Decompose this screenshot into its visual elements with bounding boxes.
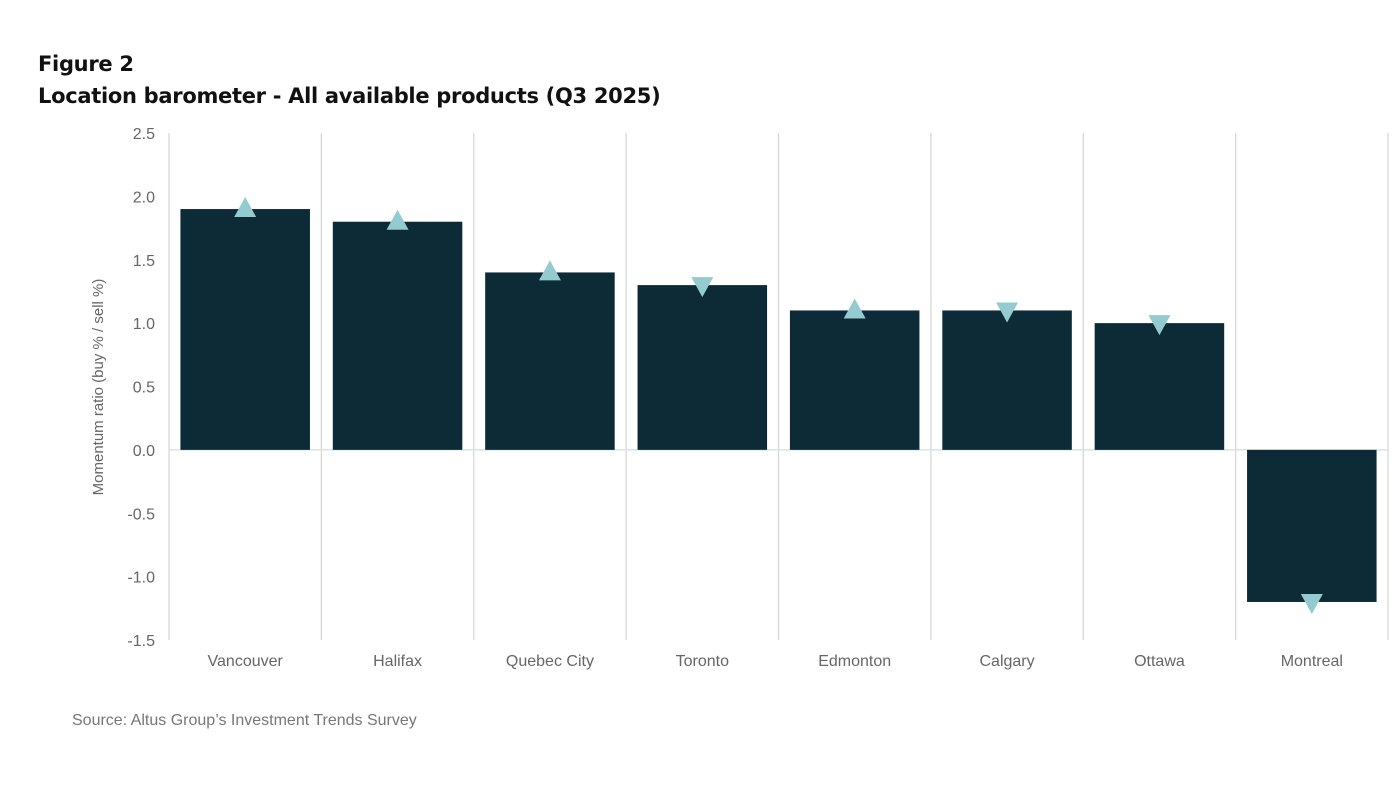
bar-edmonton <box>789 310 920 450</box>
x-category-label: Ottawa <box>1134 653 1185 670</box>
gridlines <box>168 133 1389 640</box>
trend-up-icon <box>386 209 409 230</box>
y-tick-label: 2.0 <box>133 189 155 206</box>
x-category-label: Halifax <box>373 653 422 670</box>
y-tick-label: 1.5 <box>133 253 155 270</box>
x-category-label: Edmonton <box>818 653 891 670</box>
chart-title: Location barometer - All available produ… <box>38 84 661 108</box>
bar-quebec-city <box>485 272 615 450</box>
bar-halifax <box>332 221 463 450</box>
y-tick-label: -0.5 <box>127 506 155 523</box>
x-category-label: Quebec City <box>506 653 594 670</box>
bar-vancouver <box>180 209 310 450</box>
y-tick-label: -1.0 <box>127 570 155 587</box>
bars <box>180 209 1377 602</box>
bar-ottawa <box>1094 323 1225 450</box>
y-tick-label: -1.5 <box>127 633 155 650</box>
x-category-label: Toronto <box>676 653 729 670</box>
y-axis-ticks: 2.5 2.0 1.5 1.0 0.5 0.0 -0.5 -1.0 -1.5 <box>127 126 155 650</box>
x-category-label: Montreal <box>1281 653 1343 670</box>
y-tick-label: 1.0 <box>133 316 155 333</box>
bar-calgary <box>942 310 1072 450</box>
y-tick-label: 2.5 <box>133 126 155 143</box>
trend-up-icon <box>234 197 257 218</box>
source-note: Source: Altus Group’s Investment Trends … <box>72 712 417 729</box>
x-axis-categories: Vancouver Halifax Quebec City Toronto Edmont… <box>208 653 1343 670</box>
trend-up-icon <box>843 298 866 319</box>
trend-down-icon <box>1300 593 1323 614</box>
x-category-label: Vancouver <box>208 653 284 670</box>
bar-montreal <box>1247 449 1377 602</box>
trend-up-icon <box>538 260 561 281</box>
y-axis-title: Momentum ratio (buy % / sell %) <box>90 279 107 496</box>
trend-down-icon <box>996 302 1019 323</box>
y-tick-label: 0.5 <box>133 380 155 397</box>
trend-down-icon <box>1148 315 1171 336</box>
x-category-label: Calgary <box>979 653 1034 670</box>
y-tick-label: 0.0 <box>133 443 155 460</box>
trend-down-icon <box>691 277 714 298</box>
trend-markers <box>234 197 1323 614</box>
bar-toronto <box>637 285 768 450</box>
figure-label: Figure 2 <box>38 52 134 76</box>
